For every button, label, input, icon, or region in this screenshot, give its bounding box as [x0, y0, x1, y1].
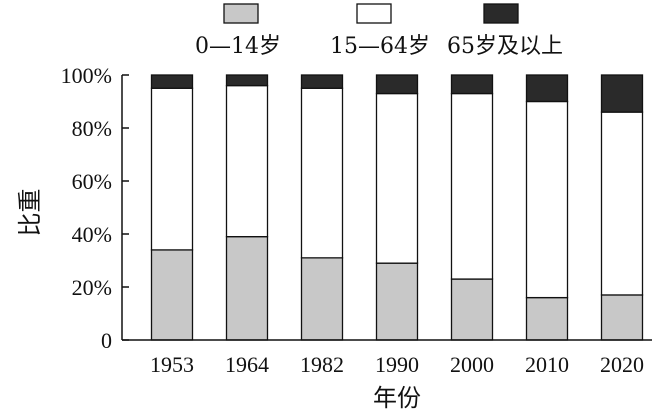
legend-swatch-0 — [223, 3, 259, 24]
bar-segment-1982-s1 — [300, 87, 344, 259]
bar-segment-1953-s0 — [150, 249, 194, 341]
plot-area — [150, 74, 644, 341]
x-tick-label-2010: 2010 — [525, 352, 569, 377]
bar-segment-1990-s1 — [375, 92, 419, 264]
x-tick-label-1990: 1990 — [375, 352, 419, 377]
x-tick-label-2000: 2000 — [450, 352, 494, 377]
y-tick-label-100: 100% — [61, 63, 112, 88]
legend-swatch-2 — [483, 3, 519, 24]
bar-segment-1953-s1 — [150, 87, 194, 251]
bar-segment-1953-s2 — [150, 74, 194, 89]
bar-segment-1964-s0 — [225, 235, 269, 341]
y-tick-label-80: 80% — [72, 116, 112, 141]
y-tick-label-40: 40% — [72, 222, 112, 247]
legend-label-2: 65岁及以上 — [447, 34, 563, 59]
bar-segment-1964-s2 — [225, 74, 269, 87]
bar-segment-2020-s2 — [600, 74, 644, 113]
bar-segment-2020-s0 — [600, 294, 644, 341]
bar-segment-1964-s1 — [225, 84, 269, 238]
y-tick-label-60: 60% — [72, 169, 112, 194]
y-axis-title: 比重 — [16, 189, 44, 237]
x-tick-label-2020: 2020 — [600, 352, 644, 377]
x-tick-label-1982: 1982 — [300, 352, 344, 377]
bar-segment-1990-s2 — [375, 74, 419, 95]
bar-segment-2000-s2 — [450, 74, 494, 95]
x-tick-label-1953: 1953 — [150, 352, 194, 377]
legend: 0—14岁 15—64岁 65岁及以上 — [195, 3, 563, 59]
bar-segment-2010-s2 — [525, 74, 569, 103]
bar-segment-2010-s1 — [525, 100, 569, 299]
bar-segment-1982-s0 — [300, 257, 344, 341]
bar-segment-1982-s2 — [300, 74, 344, 89]
x-axis-title: 年份 — [373, 384, 421, 412]
x-tick-label-1964: 1964 — [225, 352, 269, 377]
legend-label-0: 0—14岁 — [195, 34, 281, 59]
x-axis: 1953 1964 1982 1990 2000 2010 2020 — [122, 339, 652, 377]
bar-segment-2000-s0 — [450, 278, 494, 341]
legend-label-1: 15—64岁 — [330, 34, 430, 59]
bar-segment-2000-s1 — [450, 92, 494, 280]
bar-segment-2020-s1 — [600, 111, 644, 296]
bar-segment-2010-s0 — [525, 296, 569, 341]
legend-swatch-1 — [356, 3, 392, 24]
y-tick-label-0: 0 — [101, 328, 112, 353]
y-axis: 0 20% 40% 60% 80% 100% — [61, 63, 129, 353]
y-tick-label-20: 20% — [72, 275, 112, 300]
bar-segment-1990-s0 — [375, 262, 419, 341]
